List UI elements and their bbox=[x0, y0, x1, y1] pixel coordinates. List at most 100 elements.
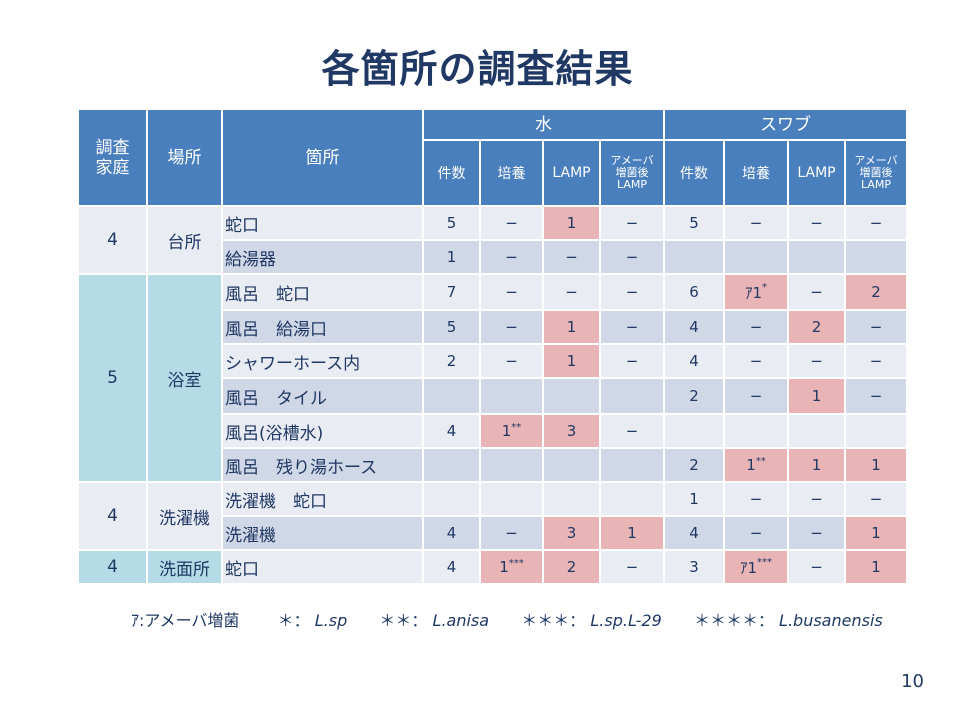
cell-water-lamp bbox=[542, 377, 601, 415]
table-row: 5 浴室 風呂 蛇口 7− − −6 ｱ1* −2 bbox=[77, 273, 908, 483]
cell-value: 1 bbox=[499, 558, 509, 576]
cell-swab-culture: ｱ1* bbox=[723, 273, 789, 311]
cell-spot: 洗濯機 bbox=[221, 515, 424, 551]
cell-spot: 洗濯機 蛇口 bbox=[221, 481, 424, 517]
page-number: 10 bbox=[901, 671, 924, 692]
cell-water-count: 4 bbox=[422, 515, 481, 551]
header-swab: スワブ bbox=[663, 108, 908, 141]
cell-swab-culture bbox=[723, 239, 789, 275]
cell-water-amoeba-lamp: − bbox=[599, 205, 665, 241]
footnote-marker: *** bbox=[508, 558, 524, 569]
header-house: 調査 家庭 bbox=[77, 108, 148, 207]
cell-place: 洗濯機 bbox=[146, 481, 223, 551]
table-row: 4 台所 蛇口 5−1−5− − − bbox=[77, 205, 908, 275]
cell-house: 4 bbox=[77, 481, 148, 551]
table-row: 4 洗濯機 洗濯機 蛇口 1− − − bbox=[77, 481, 908, 551]
cell-swab-amoeba-lamp: 1 bbox=[844, 447, 908, 483]
cell-water-lamp: 3 bbox=[542, 413, 601, 449]
cell-water-lamp: − bbox=[542, 239, 601, 275]
cell-swab-amoeba-lamp: − bbox=[844, 343, 908, 379]
cell-water-amoeba-lamp bbox=[599, 481, 665, 517]
cell-value: 1 bbox=[501, 422, 512, 440]
cell-spot: 風呂(浴槽水) bbox=[221, 413, 424, 449]
cell-swab-count: 2 bbox=[663, 377, 725, 415]
cell-water-lamp: 3 bbox=[542, 515, 601, 551]
cell-water-culture: 1*** bbox=[479, 549, 544, 585]
cell-water-culture bbox=[479, 481, 544, 517]
cell-place: 浴室 bbox=[146, 273, 223, 483]
cell-swab-lamp: 1 bbox=[787, 377, 846, 415]
cell-swab-culture: − bbox=[723, 515, 789, 551]
cell-water-lamp bbox=[542, 447, 601, 483]
table-body: 4 台所 蛇口 5−1−5− − − 給湯器 1− − −5 浴室 風呂 蛇口 7− − −6 ｱ1* −2 風呂… bbox=[77, 205, 908, 585]
cell-water-culture bbox=[479, 377, 544, 415]
table-row: シャワーホース内 2−1−4− − − bbox=[78, 343, 908, 379]
cell-water-amoeba-lamp: − bbox=[599, 273, 665, 311]
cell-swab-lamp: 1 bbox=[787, 447, 846, 483]
cell-swab-count: 4 bbox=[663, 309, 725, 345]
cell-swab-culture: − bbox=[723, 481, 789, 517]
cell-water-count: 5 bbox=[422, 205, 481, 241]
cell-water-amoeba-lamp: 1 bbox=[599, 515, 665, 551]
header-swab-lamp: LAMP bbox=[787, 139, 846, 207]
cell-water-amoeba-lamp bbox=[599, 377, 665, 415]
cell-place: 台所 bbox=[146, 205, 223, 275]
cell-water-culture: 1** bbox=[479, 413, 544, 449]
cell-house: 4 bbox=[77, 205, 148, 275]
cell-water-count bbox=[422, 447, 481, 483]
cell-swab-count: 5 bbox=[663, 205, 725, 241]
cell-swab-culture bbox=[723, 413, 789, 449]
cell-house: 5 bbox=[77, 273, 148, 483]
cell-spot: 蛇口 bbox=[221, 549, 424, 585]
footnote-key-3: ＊＊＊： bbox=[521, 611, 586, 630]
cell-swab-amoeba-lamp: − bbox=[844, 205, 908, 241]
cell-spot: 風呂 タイル bbox=[221, 377, 424, 415]
footnote-value-2: L.anisa bbox=[432, 611, 490, 630]
cell-water-culture: − bbox=[479, 239, 544, 275]
cell-swab-lamp: − bbox=[787, 515, 846, 551]
table-row: 給湯器 1− − − bbox=[78, 239, 908, 275]
cell-water-count bbox=[422, 481, 481, 517]
header-swab-culture: 培養 bbox=[723, 139, 789, 207]
header-swab-amoeba-lamp: アメーバ 増菌後 LAMP bbox=[844, 139, 908, 207]
table-row: 風呂(浴槽水) 4 1** 3− bbox=[78, 413, 908, 449]
cell-swab-culture: − bbox=[723, 205, 789, 241]
cell-water-culture: − bbox=[479, 515, 544, 551]
cell-swab-amoeba-lamp: 1 bbox=[844, 515, 908, 551]
cell-swab-lamp: − bbox=[787, 481, 846, 517]
cell-swab-lamp bbox=[787, 239, 846, 275]
footnote-value-4: L.busanensis bbox=[779, 611, 883, 630]
cell-swab-lamp: 2 bbox=[787, 309, 846, 345]
cell-water-culture bbox=[479, 447, 544, 483]
cell-swab-culture: − bbox=[723, 309, 789, 345]
cell-swab-lamp bbox=[787, 413, 846, 449]
cell-swab-lamp: − bbox=[787, 273, 846, 311]
table-row: 洗濯機 4−3 1 4− −1 bbox=[78, 515, 908, 551]
cell-swab-amoeba-lamp bbox=[844, 413, 908, 449]
cell-water-lamp: 1 bbox=[542, 343, 601, 379]
cell-swab-amoeba-lamp bbox=[844, 239, 908, 275]
cell-swab-amoeba-lamp: − bbox=[844, 309, 908, 345]
cell-value: 1 bbox=[746, 456, 756, 474]
cell-water-amoeba-lamp: − bbox=[599, 549, 665, 585]
cell-water-culture: − bbox=[479, 273, 544, 311]
footnote-marker: * bbox=[762, 281, 768, 293]
cell-water-count bbox=[422, 377, 481, 415]
cell-water-lamp bbox=[542, 481, 601, 517]
table-row: 4 洗面所 蛇口 4 1*** 2−3 ｱ1*** −1 bbox=[77, 549, 908, 585]
cell-water-amoeba-lamp: − bbox=[599, 309, 665, 345]
footnote: ｱ:アメーバ増菌 ＊： L.sp ＊＊： L.anisa ＊＊＊： L.sp.L… bbox=[131, 607, 883, 631]
footnote-key-2: ＊＊： bbox=[379, 611, 428, 630]
cell-swab-culture: − bbox=[723, 377, 789, 415]
footnote-marker: ** bbox=[755, 456, 766, 467]
footnote-value-3: L.sp.L-29 bbox=[590, 611, 662, 630]
cell-water-culture: − bbox=[479, 343, 544, 379]
cell-water-count: 2 bbox=[422, 343, 481, 379]
cell-water-amoeba-lamp bbox=[599, 447, 665, 483]
cell-water-culture: − bbox=[479, 205, 544, 241]
cell-place: 洗面所 bbox=[146, 549, 223, 585]
header-spot: 箇所 bbox=[221, 108, 424, 207]
cell-spot: 蛇口 bbox=[221, 205, 424, 241]
cell-swab-amoeba-lamp: 2 bbox=[844, 273, 908, 311]
footnote-key-4: ＊＊＊＊： bbox=[693, 611, 774, 630]
